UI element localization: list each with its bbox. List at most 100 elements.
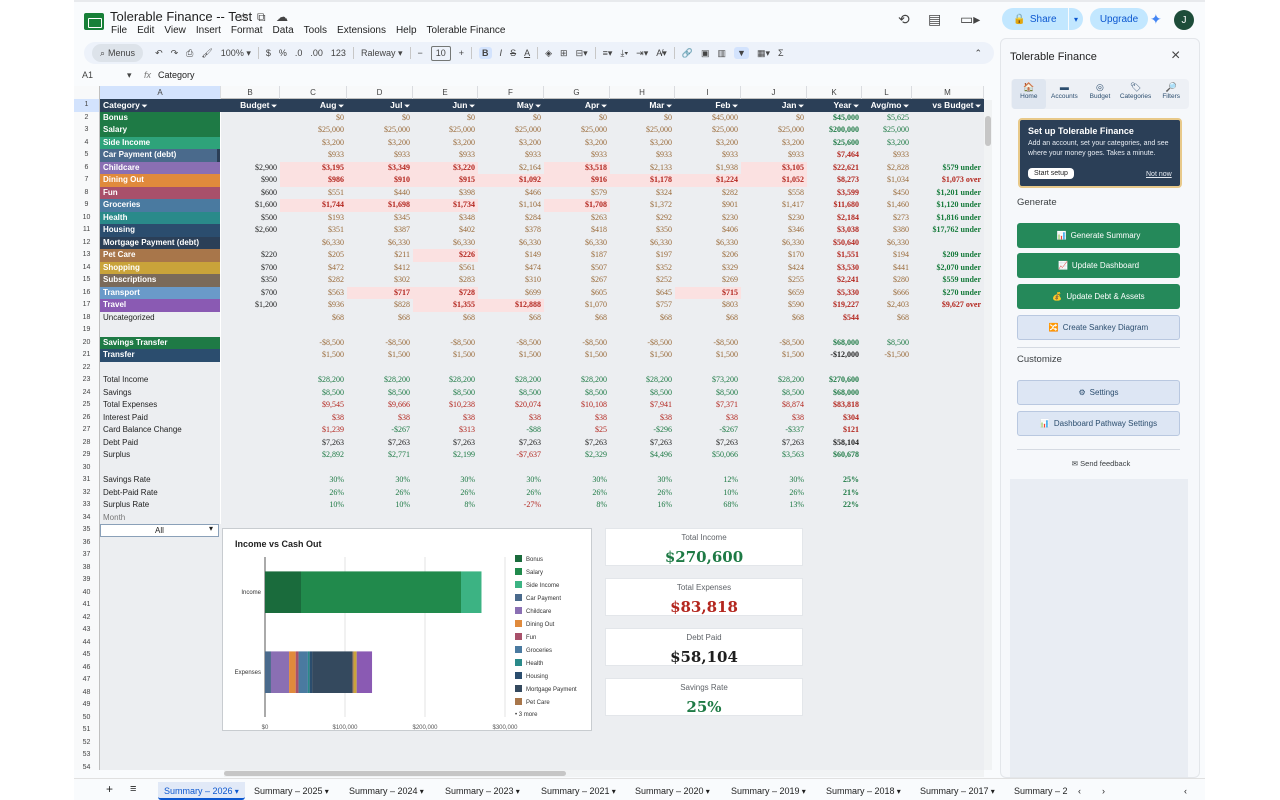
update-debt-assets-button[interactable]: 💰 Update Debt & Assets bbox=[1017, 284, 1180, 309]
vs-budget-cell[interactable] bbox=[912, 124, 984, 137]
summary-value-cell[interactable]: $2,771 bbox=[347, 449, 413, 462]
month-value-cell[interactable]: $6,330 bbox=[478, 236, 544, 249]
budget-cell[interactable]: $600 bbox=[221, 186, 280, 199]
summary-value-cell[interactable]: 16% bbox=[610, 499, 675, 512]
month-value-cell[interactable]: -$8,500 bbox=[610, 336, 675, 349]
undo-icon[interactable]: ↶ bbox=[155, 47, 163, 58]
column-header-m[interactable]: M bbox=[912, 86, 984, 99]
summary-value-cell[interactable]: -$337 bbox=[741, 424, 807, 437]
row-header[interactable]: 8 bbox=[74, 186, 100, 199]
month-value-cell[interactable]: $659 bbox=[741, 286, 807, 299]
month-value-cell[interactable]: $3,200 bbox=[280, 136, 347, 149]
month-value-cell[interactable]: $717 bbox=[347, 286, 413, 299]
formula-input[interactable]: Category bbox=[158, 70, 195, 80]
budget-cell[interactable] bbox=[221, 361, 280, 374]
month-value-cell[interactable]: $916 bbox=[544, 174, 610, 187]
month-value-cell[interactable]: $3,200 bbox=[675, 136, 741, 149]
avg-cell[interactable]: $441 bbox=[862, 261, 912, 274]
history-icon[interactable]: ⟲ bbox=[898, 11, 910, 27]
month-value-cell[interactable]: $1,500 bbox=[347, 349, 413, 362]
month-value-cell[interactable]: $0 bbox=[413, 111, 478, 124]
budget-cell[interactable]: $1,200 bbox=[221, 299, 280, 312]
month-value-cell[interactable]: $1,052 bbox=[741, 174, 807, 187]
avg-cell[interactable]: $450 bbox=[862, 186, 912, 199]
row-header[interactable]: 29 bbox=[74, 449, 100, 462]
month-value-cell[interactable]: $402 bbox=[413, 224, 478, 237]
more-formats-button[interactable]: 123 bbox=[330, 48, 346, 58]
month-value-cell[interactable]: $424 bbox=[741, 261, 807, 274]
row-header[interactable]: 1 bbox=[74, 99, 100, 112]
year-cell[interactable]: $3,038 bbox=[807, 224, 862, 237]
year-cell[interactable]: 25% bbox=[807, 474, 862, 487]
month-value-cell[interactable]: $1,372 bbox=[610, 199, 675, 212]
month-value-cell[interactable]: $206 bbox=[675, 249, 741, 262]
month-value-cell[interactable]: $1,500 bbox=[280, 349, 347, 362]
insert-chart-icon[interactable]: ▥ bbox=[717, 47, 727, 58]
month-value-cell[interactable]: $933 bbox=[478, 149, 544, 162]
row-header[interactable]: 41 bbox=[74, 599, 100, 612]
summary-value-cell[interactable]: 10% bbox=[675, 486, 741, 499]
month-value-cell[interactable]: $901 bbox=[675, 199, 741, 212]
increase-font-size-icon[interactable]: + bbox=[458, 48, 465, 58]
month-value-cell[interactable]: $378 bbox=[478, 224, 544, 237]
summary-label-cell[interactable]: Debt-Paid Rate bbox=[100, 486, 220, 499]
month-value-cell[interactable]: $211 bbox=[347, 249, 413, 262]
summary-value-cell[interactable]: 26% bbox=[347, 486, 413, 499]
month-value-cell[interactable]: $3,200 bbox=[347, 136, 413, 149]
borders-icon[interactable]: ⊞ bbox=[560, 47, 568, 58]
italic-icon[interactable]: I bbox=[499, 48, 503, 58]
summary-value-cell[interactable]: $20,074 bbox=[478, 399, 544, 412]
budget-cell[interactable] bbox=[221, 136, 280, 149]
year-cell[interactable]: $83,818 bbox=[807, 399, 862, 412]
summary-value-cell[interactable]: $8,874 bbox=[741, 399, 807, 412]
filter-icon[interactable]: ⏷ bbox=[139, 103, 148, 110]
menu-tools[interactable]: Tools bbox=[303, 25, 328, 36]
summary-value-cell[interactable]: $38 bbox=[610, 411, 675, 424]
summary-value-cell[interactable]: 30% bbox=[544, 474, 610, 487]
month-value-cell[interactable]: $507 bbox=[544, 261, 610, 274]
row-header[interactable]: 37 bbox=[74, 549, 100, 562]
summary-value-cell[interactable]: $50,066 bbox=[675, 449, 741, 462]
month-value-cell[interactable]: $561 bbox=[413, 261, 478, 274]
budget-cell[interactable]: $220 bbox=[221, 249, 280, 262]
avg-cell[interactable]: $5,625 bbox=[862, 111, 912, 124]
vs-budget-cell[interactable] bbox=[912, 136, 984, 149]
settings-button[interactable]: ⚙ Settings bbox=[1017, 380, 1180, 405]
month-value-cell[interactable]: $3,200 bbox=[610, 136, 675, 149]
month-value-cell[interactable]: $803 bbox=[675, 299, 741, 312]
summary-value-cell[interactable]: $2,199 bbox=[413, 449, 478, 462]
vs-budget-cell[interactable]: $270 under bbox=[912, 286, 984, 299]
column-header-g[interactable]: G bbox=[544, 86, 610, 99]
month-value-cell[interactable]: $205 bbox=[280, 249, 347, 262]
budget-cell[interactable] bbox=[221, 124, 280, 137]
month-value-cell[interactable]: $440 bbox=[347, 186, 413, 199]
category-cell[interactable]: Uncategorized bbox=[100, 311, 220, 324]
vs-budget-cell[interactable]: $9,627 over bbox=[912, 299, 984, 312]
nav-accounts[interactable]: ▬ Accounts bbox=[1047, 79, 1081, 109]
month-value-cell[interactable] bbox=[544, 324, 610, 337]
text-wrap-icon[interactable]: ⇥▾ bbox=[636, 47, 649, 58]
summary-label-cell[interactable]: Month bbox=[100, 511, 220, 524]
decrease-font-size-icon[interactable]: − bbox=[417, 48, 423, 58]
summary-value-cell[interactable] bbox=[675, 361, 741, 374]
font-size-input[interactable]: 10 bbox=[430, 45, 451, 61]
year-cell[interactable] bbox=[807, 324, 862, 337]
avg-cell[interactable]: $8,500 bbox=[862, 336, 912, 349]
column-header-j[interactable]: J bbox=[741, 86, 807, 99]
summary-label-cell[interactable]: Card Balance Change bbox=[100, 424, 220, 437]
category-cell[interactable]: Travel bbox=[100, 299, 220, 312]
month-value-cell[interactable]: -$8,500 bbox=[544, 336, 610, 349]
month-value-cell[interactable]: $68 bbox=[347, 311, 413, 324]
month-value-cell[interactable]: $563 bbox=[280, 286, 347, 299]
budget-cell[interactable]: $700 bbox=[221, 286, 280, 299]
collapse-toolbar-icon[interactable]: ⌃ bbox=[974, 47, 982, 58]
summary-value-cell[interactable]: $28,200 bbox=[544, 374, 610, 387]
month-value-cell[interactable]: $728 bbox=[413, 286, 478, 299]
summary-value-cell[interactable]: 30% bbox=[347, 474, 413, 487]
month-value-cell[interactable]: $3,200 bbox=[478, 136, 544, 149]
sheet-tab[interactable]: Summary – 2023 ▾ bbox=[445, 782, 520, 800]
month-value-cell[interactable]: $398 bbox=[413, 186, 478, 199]
vs-budget-cell[interactable] bbox=[912, 149, 984, 162]
scroll-thumb[interactable] bbox=[224, 771, 566, 776]
month-value-cell[interactable]: $3,220 bbox=[413, 161, 478, 174]
